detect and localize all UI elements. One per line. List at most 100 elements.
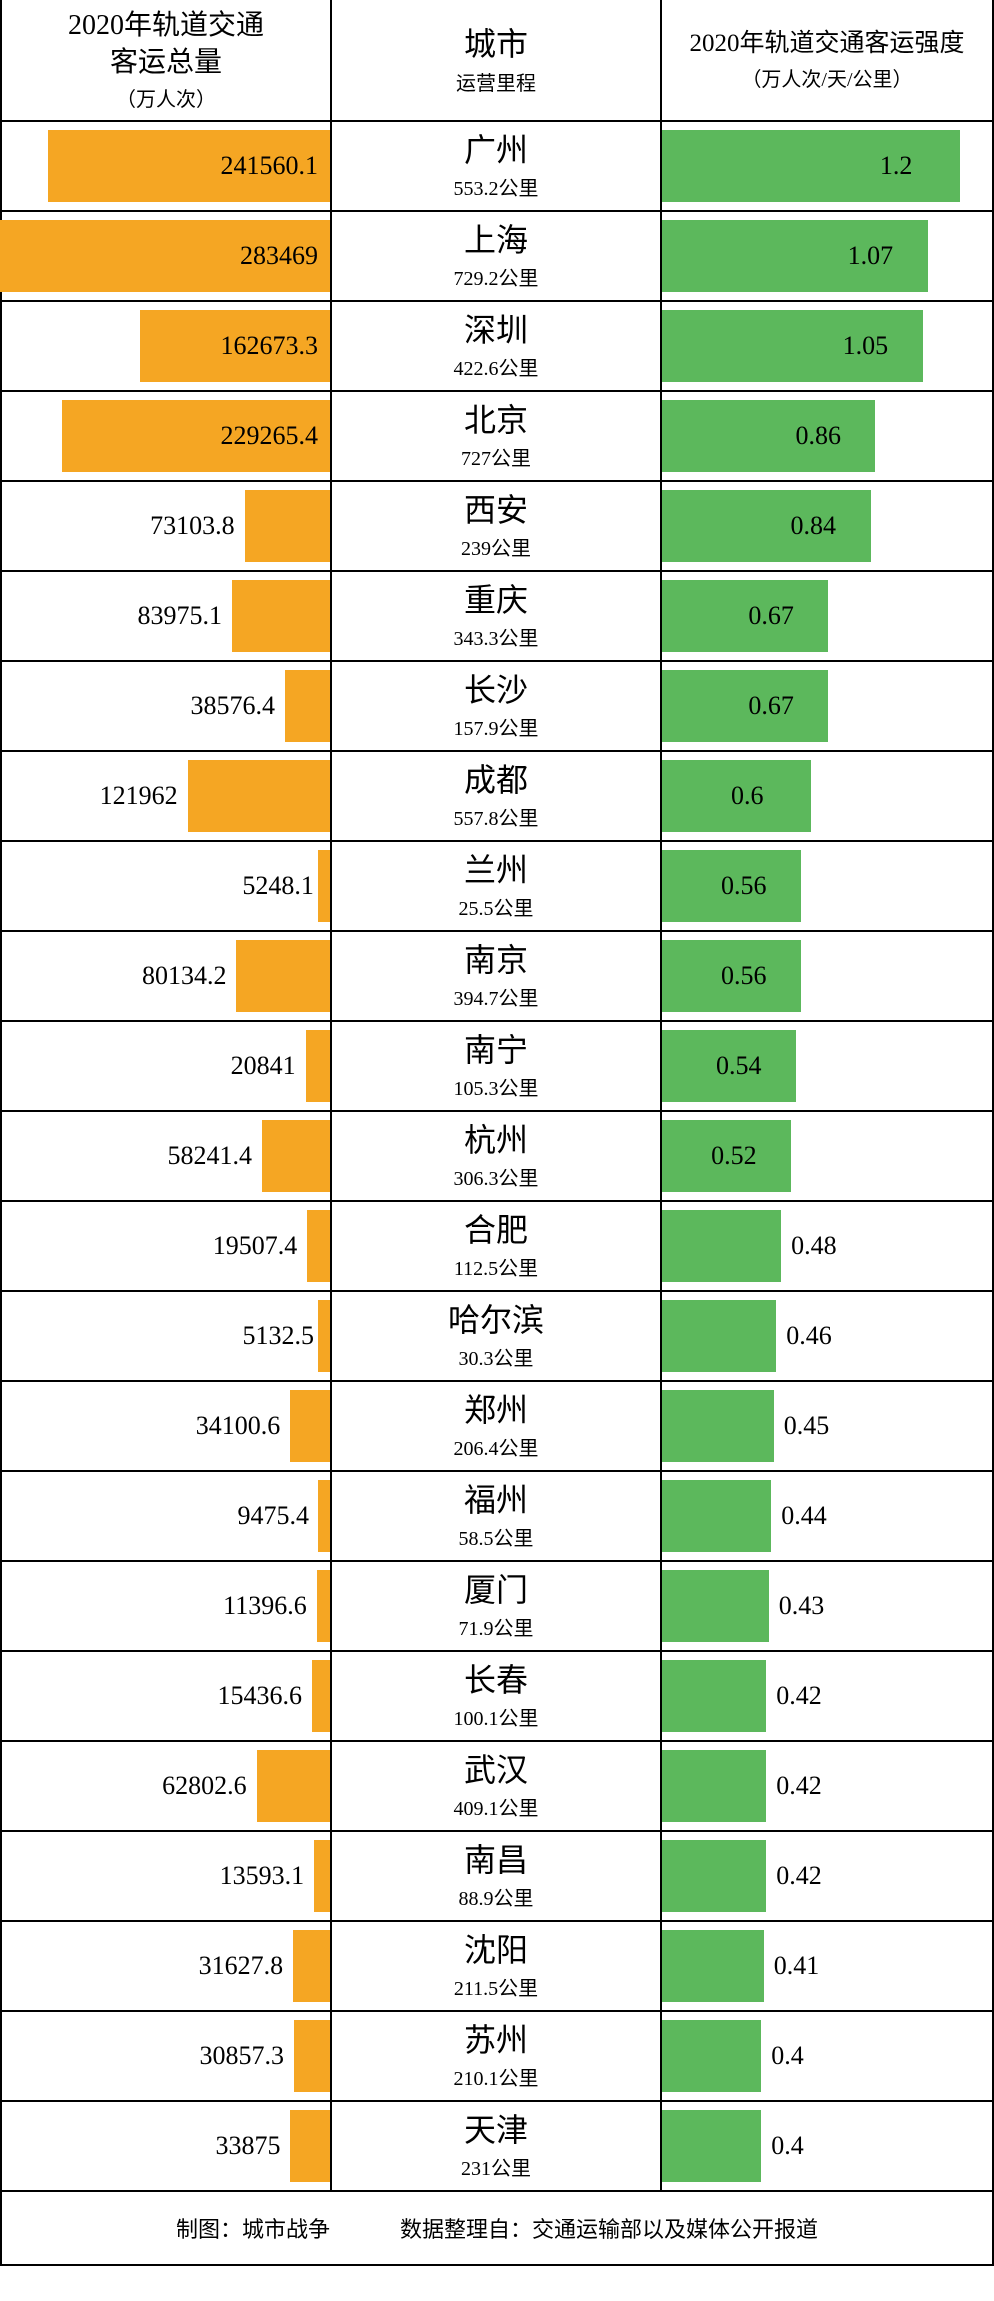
col-right: 0.4 (662, 2100, 992, 2190)
bar-right-value: 0.4 (771, 2131, 804, 2161)
city-km: 231公里 (461, 2152, 531, 2181)
col-center: 南京394.7公里 (332, 930, 662, 1020)
bar-right (662, 1300, 776, 1372)
bar-left-value: 20841 (231, 1051, 296, 1081)
data-row: 73103.8西安239公里0.84 (2, 480, 992, 570)
bar-left (307, 1210, 330, 1282)
col-left: 162673.3 (2, 300, 332, 390)
bar-left-value: 83975.1 (137, 601, 222, 631)
col-right: 1.05 (662, 300, 992, 390)
bar-left-value: 5132.5 (243, 1321, 315, 1351)
data-row: 229265.4 北京 727公里 0.86 (2, 390, 992, 480)
city-km: 239公里 (461, 532, 531, 561)
city-km: 25.5公里 (459, 892, 534, 921)
bar-right-value: 0.46 (786, 1321, 832, 1351)
col-left: 34100.6 (2, 1380, 332, 1470)
col-center: 厦门71.9公里 (332, 1560, 662, 1650)
col-right: 0.43 (662, 1560, 992, 1650)
data-row: 11396.6厦门71.9公里 0.43 (2, 1560, 992, 1650)
data-row: 30857.3苏州210.1公里0.4 (2, 2010, 992, 2100)
bar-left-value: 80134.2 (142, 961, 227, 991)
bar-left (188, 760, 330, 832)
city-name: 郑州 (464, 1391, 528, 1429)
col-left: 11396.6 (2, 1560, 332, 1650)
bar-right (662, 1210, 781, 1282)
col-left: 9475.4 (2, 1470, 332, 1560)
header-right: 2020年轨道交通客运强度 （万人次/天/公里） (662, 0, 992, 120)
data-row: 162673.3深圳422.6公里1.05 (2, 300, 992, 390)
data-row: 34100.6郑州206.4公里0.45 (2, 1380, 992, 1470)
bar-left-value: 31627.8 (199, 1951, 284, 1981)
col-left: 229265.4 (2, 390, 332, 480)
city-km: 211.5公里 (454, 1972, 538, 2001)
col-right: 0.48 (662, 1200, 992, 1290)
city-km: 729.2公里 (454, 262, 539, 291)
col-center: 上海729.2公里 (332, 210, 662, 300)
bar-right-value: 0.67 (748, 691, 794, 721)
bar-right-value: 0.6 (731, 781, 764, 811)
bar-left (314, 1840, 330, 1912)
bar-right-value: 0.56 (721, 871, 767, 901)
col-left: 283469 (2, 210, 332, 300)
bar-right (662, 490, 871, 562)
bar-left (257, 1750, 330, 1822)
bar-right-value: 0.42 (776, 1771, 822, 1801)
bar-right-value: 0.48 (791, 1231, 837, 1261)
bar-left (312, 1660, 330, 1732)
col-center: 苏州210.1公里 (332, 2010, 662, 2100)
bar-left-value: 38576.4 (190, 691, 275, 721)
bar-right-value: 0.52 (711, 1141, 757, 1171)
bar-right (662, 1930, 764, 2002)
bar-left (318, 1300, 330, 1372)
city-km: 343.3公里 (454, 622, 539, 651)
bar-left-value: 73103.8 (150, 511, 235, 541)
col-left: 20841 (2, 1020, 332, 1110)
city-name: 长沙 (464, 671, 528, 709)
bar-right (662, 670, 828, 742)
bar-right (662, 1480, 771, 1552)
bar-right (662, 1570, 769, 1642)
bar-right (662, 1660, 766, 1732)
bar-left (262, 1120, 330, 1192)
data-row: 15436.6长春100.1公里0.42 (2, 1650, 992, 1740)
footer-right: 数据整理自：交通运输部以及媒体公开报道 (400, 2212, 818, 2244)
col-right: 0.42 (662, 1740, 992, 1830)
col-right: 0.67 (662, 570, 992, 660)
data-row: 13593.1南昌88.9公里0.42 (2, 1830, 992, 1920)
data-row: 19507.4合肥112.5公里0.48 (2, 1200, 992, 1290)
city-km: 105.3公里 (454, 1072, 539, 1101)
city-name: 南昌 (464, 1841, 528, 1879)
bar-left (318, 1480, 330, 1552)
data-row: 5132.5哈尔滨30.3公里0.46 (2, 1290, 992, 1380)
city-km: 727公里 (461, 442, 531, 471)
bar-right-value: 0.43 (779, 1591, 825, 1621)
data-row: 20841南宁105.3公里0.54 (2, 1020, 992, 1110)
bar-right (662, 2110, 761, 2182)
col-right: 0.86 (662, 390, 992, 480)
bar-right-value: 0.56 (721, 961, 767, 991)
data-row: 9475.4 福州 58.5公里 0.44 (2, 1470, 992, 1560)
col-center: 成都557.8公里 (332, 750, 662, 840)
data-row: 33875天津231公里0.4 (2, 2100, 992, 2190)
city-name: 北京 (464, 401, 528, 439)
city-name: 南京 (464, 941, 528, 979)
col-center: 杭州306.3公里 (332, 1110, 662, 1200)
city-km: 58.5公里 (459, 1522, 534, 1551)
city-name: 南宁 (464, 1031, 528, 1069)
bar-left-value: 34100.6 (196, 1411, 281, 1441)
city-name: 福州 (464, 1481, 528, 1519)
col-left: 5248.1 (2, 840, 332, 930)
bar-right-value: 1.2 (880, 151, 913, 181)
data-row: 121962 成都557.8公里 0.6 (2, 750, 992, 840)
bar-left-value: 121962 (100, 781, 178, 811)
data-row: 241560.1广州553.2公里1.2 (2, 120, 992, 210)
col-right: 0.44 (662, 1470, 992, 1560)
col-center: 南昌88.9公里 (332, 1830, 662, 1920)
col-right: 0.56 (662, 930, 992, 1020)
header-row: 2020年轨道交通 客运总量 （万人次） 城市 运营里程 2020年轨道交通客运… (2, 0, 992, 120)
bar-left-value: 241560.1 (221, 151, 319, 181)
bar-right-value: 0.44 (781, 1501, 827, 1531)
bar-left-value: 162673.3 (221, 331, 319, 361)
bar-left-value: 229265.4 (221, 421, 319, 451)
col-left: 241560.1 (2, 120, 332, 210)
